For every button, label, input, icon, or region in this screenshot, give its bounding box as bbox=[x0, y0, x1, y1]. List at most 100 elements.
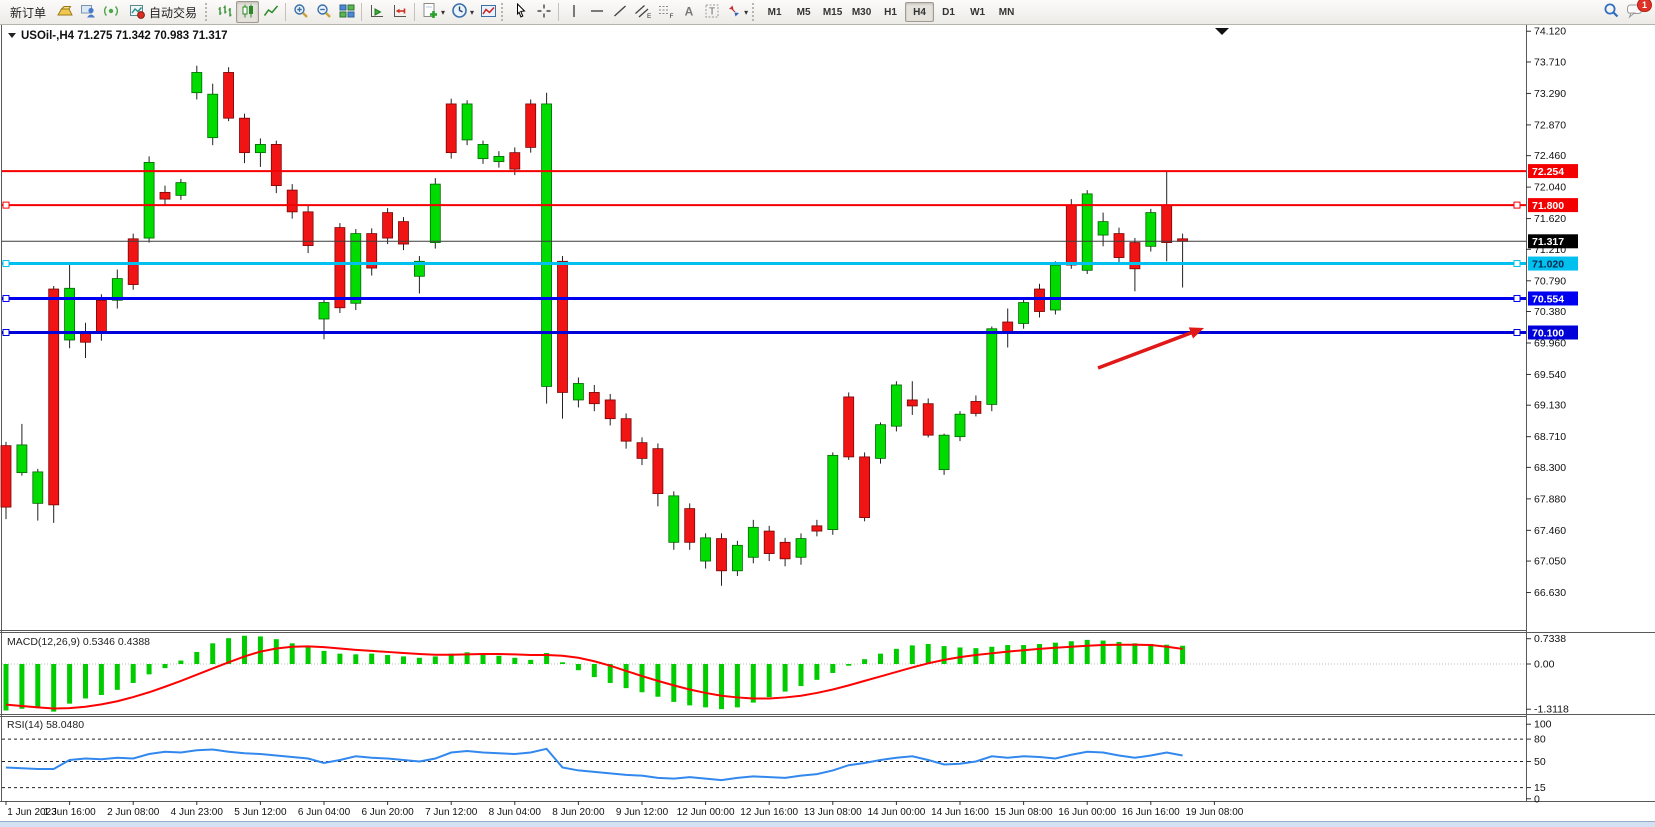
svg-text:71.620: 71.620 bbox=[1534, 213, 1566, 225]
line-chart-mode-button[interactable] bbox=[259, 1, 282, 23]
svg-text:70.554: 70.554 bbox=[1532, 293, 1564, 305]
timeframe-button-H4[interactable]: H4 bbox=[905, 2, 935, 23]
bar-chart-mode-button[interactable] bbox=[213, 1, 236, 23]
new-order-button[interactable]: 新订单 bbox=[3, 1, 53, 23]
text-tool-button[interactable]: A bbox=[677, 1, 700, 23]
svg-text:67.880: 67.880 bbox=[1534, 493, 1566, 505]
svg-text:14 Jun 16:00: 14 Jun 16:00 bbox=[931, 807, 989, 818]
period-button[interactable]: ▾ bbox=[448, 1, 477, 23]
svg-text:15: 15 bbox=[1534, 782, 1546, 794]
text-label-tool-button[interactable]: T bbox=[700, 1, 723, 23]
axis-price-label: 71.020 bbox=[1528, 256, 1578, 271]
timeframe-button-W1[interactable]: W1 bbox=[963, 2, 992, 22]
candle bbox=[143, 161, 155, 239]
candle bbox=[1097, 221, 1109, 236]
rsi-pane: 100 80 50 150 RSI(14) 58.0480 bbox=[2, 719, 1552, 805]
cursor-icon bbox=[513, 2, 529, 22]
trend-arrow-annotation[interactable] bbox=[1097, 327, 1204, 370]
horizontal-line-tool-button[interactable] bbox=[585, 1, 608, 23]
candle bbox=[970, 401, 982, 414]
candle bbox=[429, 183, 441, 243]
candle bbox=[64, 287, 75, 341]
candle bbox=[111, 278, 123, 301]
arrows-tool-button[interactable]: ▾ bbox=[723, 1, 751, 23]
timeframe-button-D1[interactable]: D1 bbox=[934, 2, 963, 22]
search-button[interactable] bbox=[1600, 1, 1623, 23]
profile-icon bbox=[80, 3, 96, 22]
price-axis[interactable]: 74.120 73.710 73.290 72.870 72.460 72.040 71.6… bbox=[1526, 26, 1578, 599]
candle bbox=[811, 525, 823, 532]
candlestick-icon bbox=[240, 3, 256, 22]
candle bbox=[859, 456, 870, 518]
candle bbox=[16, 444, 28, 474]
axis-price-label: 71.317 bbox=[1528, 234, 1578, 249]
svg-text:73.290: 73.290 bbox=[1534, 88, 1566, 100]
vertical-line-tool-button[interactable] bbox=[562, 1, 585, 23]
fibonacci-tool-button[interactable]: F bbox=[654, 1, 677, 23]
candle bbox=[1081, 193, 1093, 271]
chart-shift-marker[interactable] bbox=[1215, 28, 1229, 35]
svg-text:71.800: 71.800 bbox=[1532, 200, 1564, 212]
timeframe-button-H1[interactable]: H1 bbox=[876, 2, 905, 22]
candle bbox=[986, 328, 998, 405]
candle bbox=[1018, 302, 1029, 324]
candle bbox=[1065, 204, 1077, 266]
signal-button[interactable] bbox=[99, 1, 122, 23]
candle bbox=[96, 299, 107, 333]
axis-price-label: 70.100 bbox=[1528, 325, 1578, 340]
macd-label: MACD(12,26,9) 0.5346 0.4388 bbox=[7, 636, 150, 648]
candle bbox=[906, 399, 918, 407]
zoom-out-button[interactable] bbox=[312, 1, 335, 23]
svg-text:0.00: 0.00 bbox=[1534, 659, 1555, 671]
candle bbox=[668, 495, 680, 543]
trendline-tool-button[interactable] bbox=[608, 1, 631, 23]
profile-button[interactable] bbox=[76, 1, 99, 23]
candlestick-mode-button[interactable] bbox=[236, 1, 260, 23]
auto-scroll-button[interactable] bbox=[365, 1, 388, 23]
svg-text:USOil-,H4 71.275 71.342 70.98: USOil-,H4 71.275 71.342 70.983 71.317 bbox=[21, 30, 228, 42]
auto-trading-button[interactable]: 自动交易 bbox=[122, 1, 204, 23]
indicators-button[interactable] bbox=[477, 1, 500, 23]
cursor-tool-button[interactable] bbox=[509, 1, 532, 23]
search-icon bbox=[1603, 2, 1620, 22]
candle bbox=[159, 191, 171, 200]
candle bbox=[0, 445, 12, 508]
timeframe-button-M15[interactable]: M15 bbox=[818, 2, 847, 22]
bar-chart-icon bbox=[217, 3, 233, 22]
candle bbox=[875, 424, 886, 459]
svg-text:1 Jun 16:00: 1 Jun 16:00 bbox=[43, 807, 96, 818]
new-chart-button[interactable]: ▾ bbox=[418, 1, 448, 23]
candle bbox=[366, 233, 378, 269]
candle bbox=[254, 144, 266, 154]
crosshair-tool-button[interactable] bbox=[532, 1, 555, 23]
toolbar-separator bbox=[361, 3, 363, 21]
candle bbox=[334, 227, 346, 309]
arrows-icon bbox=[726, 3, 742, 22]
clock-icon bbox=[451, 2, 468, 22]
timeframe-button-M30[interactable]: M30 bbox=[847, 2, 876, 22]
zoom-in-button[interactable] bbox=[289, 1, 312, 23]
indicators-icon bbox=[480, 3, 497, 22]
timeframe-button-MN[interactable]: MN bbox=[992, 2, 1021, 22]
chart-shift-button[interactable] bbox=[388, 1, 411, 23]
timeframe-button-M5[interactable]: M5 bbox=[789, 2, 818, 22]
deposit-button[interactable] bbox=[53, 1, 76, 23]
timeframe-button-M1[interactable]: M1 bbox=[760, 2, 789, 22]
svg-text:68.710: 68.710 bbox=[1534, 431, 1566, 443]
tile-windows-button[interactable] bbox=[335, 1, 358, 23]
candle bbox=[445, 103, 457, 154]
axis-price-label: 72.254 bbox=[1528, 164, 1578, 179]
zoom-in-icon bbox=[293, 3, 309, 22]
chart-canvas[interactable]: 74.120 73.710 73.290 72.870 72.460 72.040 71.6… bbox=[0, 25, 1655, 827]
svg-text:4 Jun 23:00: 4 Jun 23:00 bbox=[171, 807, 224, 818]
chevron-down-icon: ▾ bbox=[441, 7, 446, 17]
channel-tool-button[interactable]: E bbox=[631, 1, 654, 23]
svg-text:9 Jun 12:00: 9 Jun 12:00 bbox=[616, 807, 669, 818]
candle bbox=[477, 144, 489, 160]
svg-text:70.790: 70.790 bbox=[1534, 275, 1566, 287]
signal-icon bbox=[103, 3, 119, 22]
candle bbox=[541, 103, 552, 387]
svg-text:5 Jun 12:00: 5 Jun 12:00 bbox=[234, 807, 287, 818]
horizontal-lines[interactable] bbox=[2, 170, 1526, 336]
